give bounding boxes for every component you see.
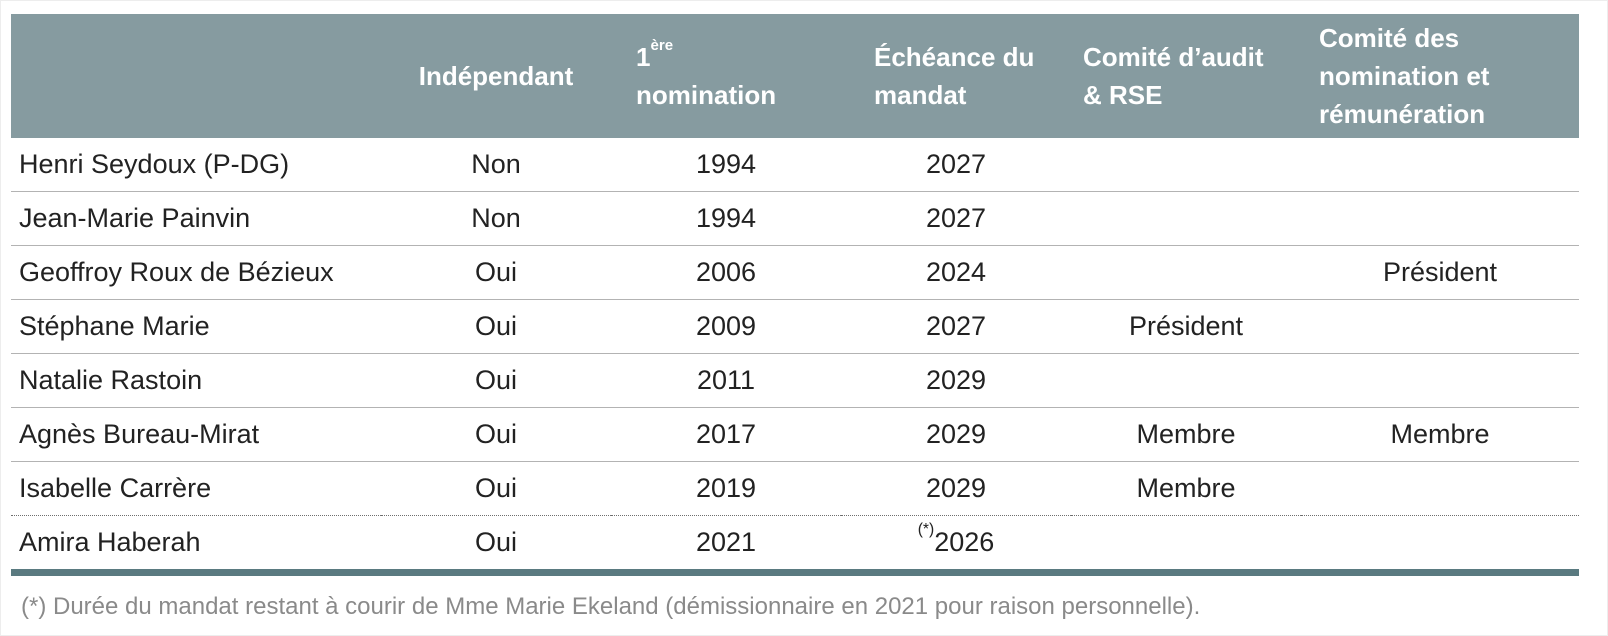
table-row: Agnès Bureau-Mirat Oui 2017 2029 Membre Membr… (11, 407, 1579, 462)
cell-remuneration (1301, 138, 1579, 192)
cell-echeance: 2027 (841, 299, 1071, 354)
header-nomination-word: nomination (636, 80, 777, 110)
cell-name: Stéphane Marie (11, 299, 381, 354)
table-row: Geoffroy Roux de Bézieux Oui 2006 2024 Prési… (11, 245, 1579, 300)
cell-nomination: 1994 (695, 149, 757, 179)
cell-remuneration (1301, 461, 1579, 516)
cell-independant: Oui (381, 353, 611, 408)
cell-nomination: 2011 (611, 353, 841, 408)
header-audit-committee: Comité d’audit & RSE (1071, 14, 1301, 138)
cell-name: Henri Seydoux (P-DG) (19, 149, 290, 179)
cell-independant: Oui (381, 407, 611, 462)
cell-audit: Président (1071, 299, 1301, 354)
cell-echeance: 2027 (841, 191, 1071, 246)
cell-audit: Membre (1071, 461, 1301, 516)
cell-nomination: 2021 (611, 515, 841, 573)
cell-audit (1071, 191, 1301, 246)
board-members-table: Indépendant 1ère nomination Échéance du m… (11, 14, 1579, 576)
cell-name: Geoffroy Roux de Bézieux (11, 245, 381, 300)
cell-independant: Non (471, 149, 521, 179)
cell-remuneration (1301, 353, 1579, 408)
table-header: Indépendant 1ère nomination Échéance du m… (11, 14, 1579, 138)
cell-independant: Oui (381, 245, 611, 300)
cell-nomination: 2017 (611, 407, 841, 462)
header-first-nomination: 1ère nomination (611, 14, 841, 138)
cell-echeance: (*)2026 (841, 515, 1071, 573)
cell-independant: Non (381, 191, 611, 246)
table-row: Natalie Rastoin Oui 2011 2029 (11, 353, 1579, 408)
cell-audit: Membre (1071, 407, 1301, 462)
header-name (11, 14, 381, 138)
cell-nomination: 2006 (611, 245, 841, 300)
table-row: Stéphane Marie Oui 2009 2027 Président (11, 299, 1579, 354)
cell-independant: Oui (381, 299, 611, 354)
cell-echeance: 2029 (841, 461, 1071, 516)
cell-name: Natalie Rastoin (11, 353, 381, 408)
cell-nomination: 2019 (611, 461, 841, 516)
cell-nomination: 2009 (611, 299, 841, 354)
cell-echeance: 2027 (925, 149, 987, 179)
cell-remuneration: Membre (1301, 407, 1579, 462)
header-independant: Indépendant (381, 14, 611, 138)
header-mandate-expiry: Échéance du mandat (841, 14, 1071, 138)
cell-remuneration: Président (1301, 245, 1579, 300)
cell-nomination: 1994 (611, 191, 841, 246)
cell-echeance: 2024 (841, 245, 1071, 300)
cell-audit (1071, 353, 1301, 408)
table-row: Henri Seydoux (P-DG) Non 1994 2027 (11, 138, 1579, 192)
table-row: Isabelle Carrère Oui 2019 2029 Membre (11, 461, 1579, 516)
cell-audit (1071, 515, 1301, 573)
table-body: Henri Seydoux (P-DG) Non 1994 2027 Jean-Mari… (11, 138, 1579, 573)
header-nomination-number: 1 (636, 42, 651, 72)
table-row: Amira Haberah Oui 2021 (*)2026 (11, 515, 1579, 573)
table-row: Jean-Marie Painvin Non 1994 2027 (11, 191, 1579, 246)
footnote: (*) Durée du mandat restant à courir de … (21, 593, 1201, 620)
cell-audit (1071, 245, 1301, 300)
cell-echeance: 2029 (841, 407, 1071, 462)
cell-remuneration (1301, 191, 1579, 246)
cell-name: Isabelle Carrère (11, 461, 381, 516)
footnote-marker: (*) (917, 520, 935, 538)
cell-remuneration (1301, 299, 1579, 354)
cell-independant: Oui (381, 515, 611, 573)
cell-name: Jean-Marie Painvin (11, 191, 381, 246)
cell-name: Agnès Bureau-Mirat (11, 407, 381, 462)
cell-independant: Oui (381, 461, 611, 516)
header-row: Indépendant 1ère nomination Échéance du m… (11, 14, 1579, 138)
cell-name: Amira Haberah (11, 515, 381, 573)
header-nomination-superscript: ère (650, 36, 674, 54)
header-remuneration-committee: Comité des nomination et rémunération (1301, 14, 1579, 138)
cell-remuneration (1301, 515, 1579, 573)
cell-audit (1071, 138, 1301, 192)
board-members-table-container: Indépendant 1ère nomination Échéance du m… (11, 14, 1607, 621)
cell-echeance: 2029 (841, 353, 1071, 408)
